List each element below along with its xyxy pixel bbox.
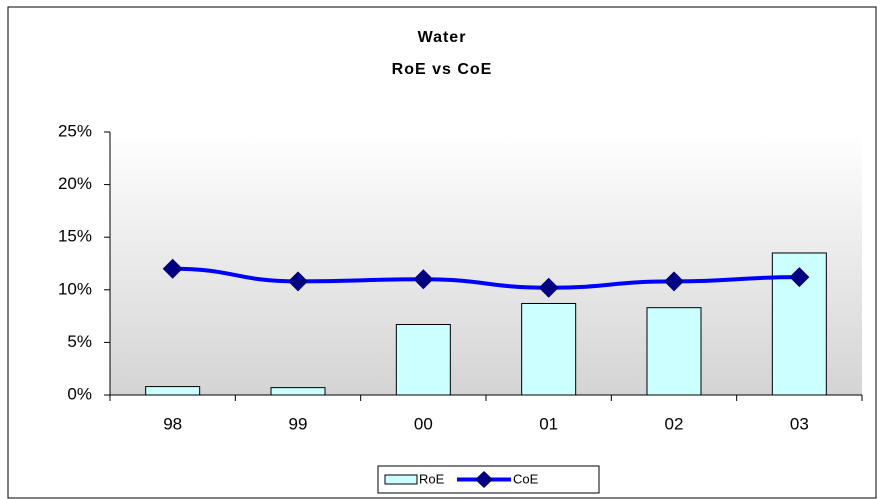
x-tick-label: 99 — [289, 414, 308, 433]
marker — [413, 269, 434, 290]
y-tick-label: 15% — [58, 227, 92, 246]
bar — [395, 324, 451, 396]
bar — [646, 307, 702, 396]
x-tick-label: 01 — [539, 414, 558, 433]
x-tick-label: 98 — [163, 414, 182, 433]
y-tick-label: 5% — [67, 332, 92, 351]
y-tick-label: 25% — [58, 121, 92, 140]
bar — [270, 387, 326, 396]
plot-area — [110, 132, 862, 395]
y-tick-label: 10% — [58, 279, 92, 298]
marker — [162, 258, 183, 279]
x-tick-label: 02 — [665, 414, 684, 433]
legend-label: RoE — [419, 471, 445, 486]
legend-marker — [475, 471, 493, 488]
legend-label: CoE — [513, 471, 539, 486]
bar — [521, 302, 577, 396]
marker — [789, 267, 810, 288]
y-tick-label: 20% — [58, 174, 92, 193]
y-tick-label: 0% — [67, 384, 92, 403]
marker — [288, 271, 308, 292]
bar — [145, 386, 201, 396]
line — [172, 266, 800, 290]
chart-subtitle: RoE vs CoE — [392, 61, 493, 78]
x-tick-label: 03 — [790, 414, 809, 433]
x-tick-label: 00 — [414, 414, 433, 433]
legend-swatch — [384, 474, 418, 485]
chart-title: Water — [418, 29, 467, 46]
marker — [538, 277, 559, 298]
marker — [664, 271, 684, 292]
